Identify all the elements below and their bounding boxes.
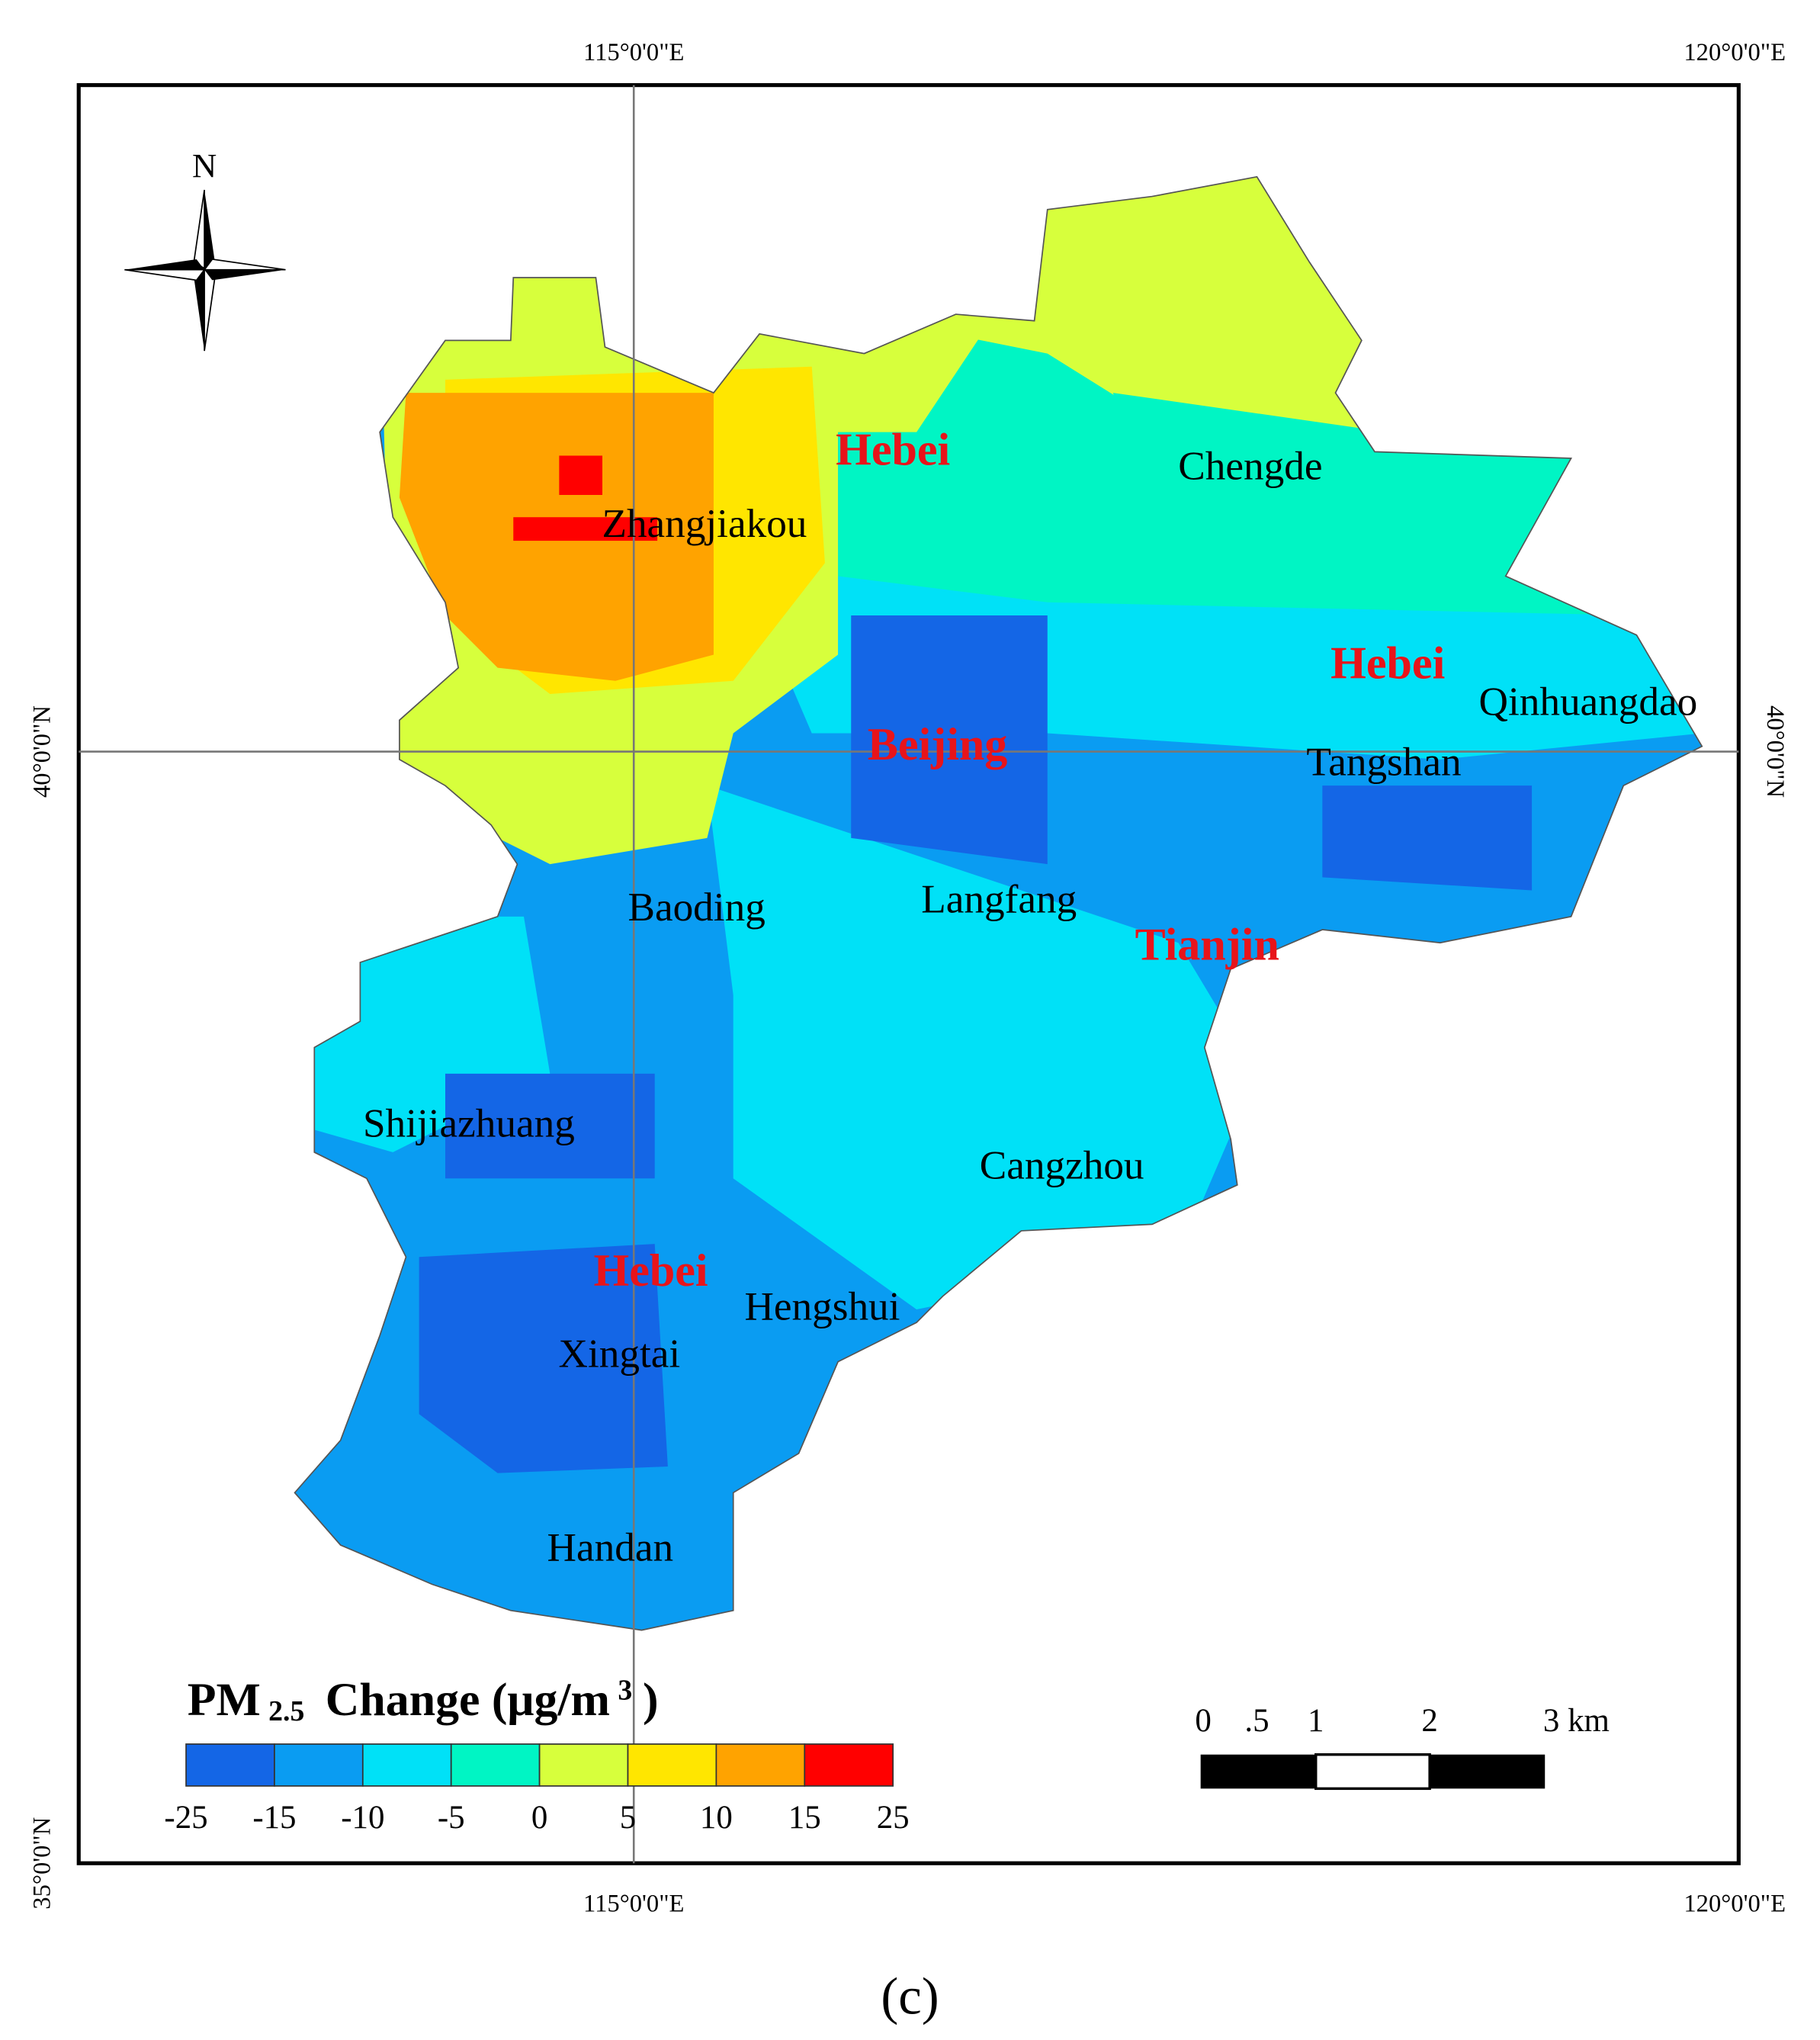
legend-title: PM 2.5 Change (μg/m 3): [188, 1674, 659, 1727]
left-axis-label: 35°0'0"N: [28, 1817, 56, 1910]
city-label: Chengde: [1178, 443, 1322, 488]
caption: (c): [881, 1968, 939, 2026]
scale-label: .5: [1244, 1703, 1269, 1739]
legend-swatch: [627, 1743, 717, 1787]
city-label: Shijiazhuang: [363, 1100, 575, 1145]
north-label: N: [192, 146, 217, 185]
right-axis-label: 40°0'0"N: [1761, 705, 1789, 798]
left-axis-label: 40°0'0"N: [28, 705, 56, 798]
region-outline: [294, 175, 1703, 1631]
pm-zone: [851, 615, 1048, 865]
province-label: Hebei: [836, 424, 950, 475]
city-label: Zhangjiakou: [602, 501, 807, 546]
legend-tick-label: 0: [531, 1800, 547, 1836]
city-label: Hengshui: [744, 1284, 900, 1329]
top-axis-label: 115°0'0"E: [583, 39, 684, 66]
pm-zone: [445, 1073, 655, 1179]
city-label: Xingtai: [559, 1331, 681, 1376]
city-label: Cangzhou: [980, 1142, 1144, 1187]
legend-tick-label: 25: [877, 1800, 910, 1836]
city-label: Tangshan: [1306, 739, 1461, 784]
legend-tick-label: -5: [438, 1800, 465, 1836]
legend-swatch: [274, 1743, 364, 1787]
province-label: Hebei: [1330, 637, 1445, 688]
scale-label: 2: [1421, 1703, 1437, 1739]
province-label: Tianjin: [1135, 919, 1279, 970]
city-label: Handan: [547, 1525, 674, 1570]
legend-tick-label: -25: [164, 1800, 207, 1836]
legend-tick-label: -10: [341, 1800, 384, 1836]
scale-label: 3 km: [1543, 1703, 1610, 1739]
legend-swatch: [804, 1743, 894, 1787]
city-label: Baoding: [628, 885, 765, 930]
scale-label: 0: [1195, 1703, 1211, 1739]
province-label: Hebei: [593, 1245, 708, 1296]
pm-zone: [559, 455, 603, 496]
pm-zone: [1322, 785, 1533, 891]
bottom-axis-label: 120°0'0"E: [1684, 1891, 1786, 1918]
legend-tick-label: 10: [700, 1800, 733, 1836]
city-label: Langfang: [921, 877, 1077, 922]
province-label: Beijing: [868, 718, 1008, 769]
pm-zone: [707, 785, 1257, 1309]
north-arrow: N: [124, 146, 286, 352]
legend-tick-label: 5: [620, 1800, 636, 1836]
city-label: Qinhuangdao: [1479, 679, 1698, 724]
legend-swatch: [715, 1743, 806, 1787]
scale-bar: 0 .5 1 2 3 km: [1195, 1703, 1610, 1791]
legend: -25 -15 -10 -5 0 5 10 15 25: [164, 1743, 910, 1836]
legend-swatch: [185, 1743, 275, 1787]
scale-label: 1: [1308, 1703, 1324, 1739]
legend-swatch: [538, 1743, 629, 1787]
legend-tick-label: 15: [788, 1800, 821, 1836]
legend-swatch: [361, 1743, 452, 1787]
legend-swatch: [450, 1743, 541, 1787]
pm-zone: [419, 1244, 668, 1473]
pm-zone: [1112, 393, 1388, 564]
legend-tick-label: -15: [252, 1800, 296, 1836]
bottom-axis-label: 115°0'0"E: [583, 1891, 684, 1918]
top-axis-label: 120°0'0"E: [1684, 39, 1786, 66]
